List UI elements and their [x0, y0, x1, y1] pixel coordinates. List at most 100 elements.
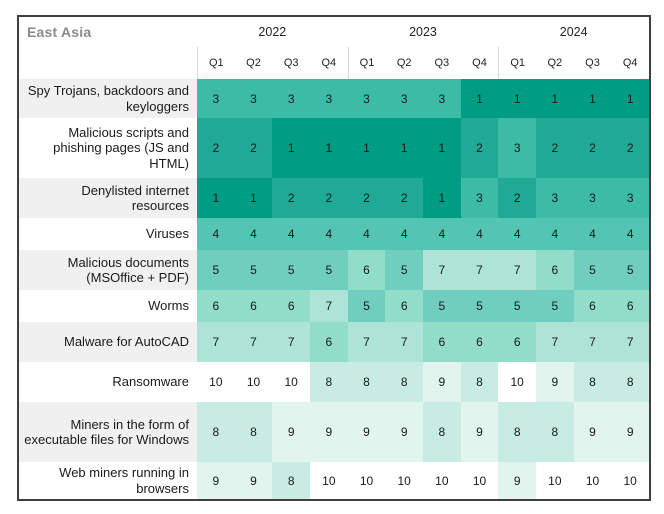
rank-cell: 4	[460, 218, 499, 250]
rank-cell: 1	[611, 79, 649, 118]
rank-cell: 8	[347, 362, 386, 402]
rank-cell: 9	[536, 362, 574, 402]
rank-cell: 2	[234, 118, 273, 178]
rank-cell: 10	[573, 462, 612, 499]
rank-cell: 4	[385, 218, 423, 250]
rank-cell: 9	[423, 362, 461, 402]
rank-cell: 5	[272, 250, 310, 290]
rank-cell: 6	[611, 290, 649, 322]
rank-cell: 3	[536, 178, 574, 218]
rank-cell: 2	[347, 178, 386, 218]
rank-cell: 7	[272, 322, 310, 362]
rank-cell: 3	[498, 118, 536, 178]
rank-cell: 10	[197, 362, 235, 402]
row-label: Ransomware	[112, 374, 189, 390]
rank-cell: 9	[272, 402, 310, 462]
rank-cell: 6	[272, 290, 310, 322]
rank-cell: 8	[536, 402, 574, 462]
rank-cell: 2	[272, 178, 310, 218]
row-label: Malware for AutoCAD	[19, 322, 197, 362]
rank-cell: 7	[573, 322, 612, 362]
rank-cell: 6	[460, 322, 499, 362]
quarter-header: Q1	[498, 47, 536, 79]
rank-cell: 3	[423, 79, 461, 118]
rank-cell: 4	[498, 218, 536, 250]
rank-cell: 9	[197, 462, 235, 499]
rank-cell: 7	[536, 322, 574, 362]
rank-cell: 9	[460, 402, 499, 462]
rank-cell: 2	[573, 118, 612, 178]
rank-cell: 6	[573, 290, 612, 322]
rank-cell: 5	[460, 290, 499, 322]
rank-cell: 7	[423, 250, 461, 290]
rank-cell: 6	[498, 322, 536, 362]
rank-cell: 8	[197, 402, 235, 462]
row-label: Worms	[148, 298, 189, 314]
year-header: 2023	[409, 25, 437, 39]
rank-cell: 2	[536, 118, 574, 178]
rank-cell: 6	[536, 250, 574, 290]
quarter-header: Q4	[472, 57, 487, 69]
rank-cell: 8	[573, 362, 612, 402]
rank-cell: 1	[234, 178, 273, 218]
quarter-header: Q4	[321, 57, 337, 69]
rank-cell: 4	[347, 218, 386, 250]
rank-cell: 4	[611, 218, 649, 250]
rank-cell: 2	[460, 118, 499, 178]
rank-cell: 10	[611, 462, 649, 499]
rank-cell: 7	[611, 322, 649, 362]
year-header: 2022	[258, 25, 287, 39]
rank-cell: 7	[347, 322, 386, 362]
quarter-header: Q3	[585, 57, 600, 69]
chart-title-cell: East Asia	[19, 17, 197, 79]
rank-cell: 1	[536, 79, 574, 118]
rank-cell: 9	[385, 402, 423, 462]
quarter-header: Q1	[347, 47, 386, 79]
heatmap-table: East Asia 2022 2023 2024 Q1 Q2 Q3 Q4 Q1 Q2 Q3 Q4 Q1…	[19, 17, 649, 499]
rank-cell: 10	[272, 362, 310, 402]
rank-cell: 3	[272, 79, 310, 118]
rank-cell: 6	[310, 322, 348, 362]
rank-cell: 3	[234, 79, 273, 118]
rank-cell: 7	[197, 322, 235, 362]
year-header: 2024	[559, 25, 588, 39]
quarter-header: Q4	[622, 57, 638, 69]
row-label: Web miners running in browsers	[59, 465, 189, 496]
rank-cell: 3	[385, 79, 423, 118]
rank-cell: 1	[197, 178, 235, 218]
rank-cell: 10	[347, 462, 386, 499]
rank-cell: 8	[385, 362, 423, 402]
rank-cell: 5	[498, 290, 536, 322]
rank-cell: 6	[234, 290, 273, 322]
quarter-header: Q2	[246, 57, 261, 69]
quarter-header: Q3	[283, 57, 299, 69]
rank-cell: 10	[423, 462, 461, 499]
rank-cell: 10	[498, 362, 536, 402]
rank-cell: 9	[310, 402, 348, 462]
rank-cell: 8	[611, 362, 649, 402]
rank-cell: 4	[536, 218, 574, 250]
row-label: Miners in the form of executable files f…	[19, 402, 197, 462]
rank-cell: 4	[234, 218, 273, 250]
rank-cell: 5	[423, 290, 461, 322]
rank-cell: 5	[536, 290, 574, 322]
rank-cell: 8	[460, 362, 499, 402]
rank-cell: 5	[385, 250, 423, 290]
row-label: Denylisted internet resources	[19, 178, 197, 218]
rank-cell: 7	[310, 290, 348, 322]
rank-cell: 10	[310, 462, 348, 499]
rank-cell: 6	[197, 290, 235, 322]
rank-cell: 5	[573, 250, 612, 290]
rank-cell: 4	[197, 218, 235, 250]
rank-cell: 3	[611, 178, 649, 218]
rank-cell: 9	[234, 462, 273, 499]
rank-cell: 2	[197, 118, 235, 178]
rank-cell: 8	[272, 462, 310, 499]
rank-cell: 10	[536, 462, 574, 499]
rank-cell: 6	[385, 290, 423, 322]
rank-cell: 6	[347, 250, 386, 290]
rank-cell: 10	[460, 462, 499, 499]
rank-cell: 1	[423, 118, 461, 178]
rank-cell: 5	[347, 290, 386, 322]
rank-cell: 5	[197, 250, 235, 290]
